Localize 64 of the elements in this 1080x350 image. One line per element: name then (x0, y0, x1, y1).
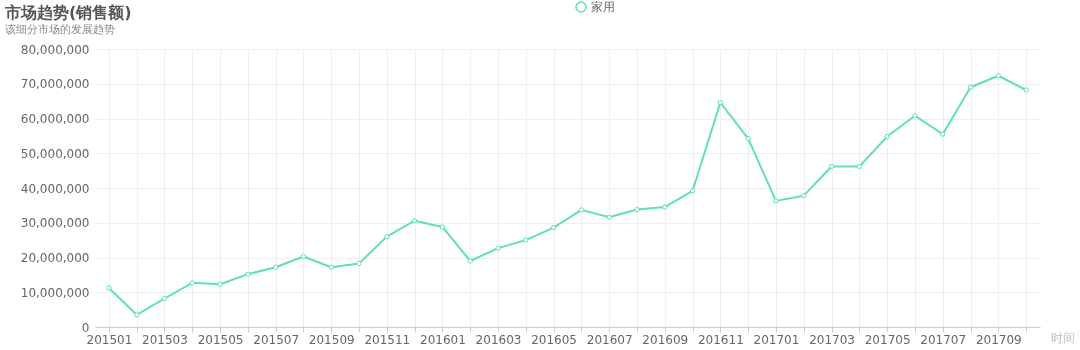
x-tick-label: 201503 (142, 332, 188, 347)
point (106, 285, 112, 291)
point (940, 131, 946, 137)
point (578, 207, 585, 213)
point (550, 225, 557, 231)
point (245, 271, 251, 277)
x-tick-label: 201505 (197, 332, 244, 347)
y-tick-label: 60,000,000 (20, 112, 90, 126)
legend-label: 家用 (591, 0, 615, 14)
point (189, 280, 195, 286)
point (1023, 87, 1029, 93)
y-tick-label: 0 (81, 320, 90, 335)
y-tick-label: 80,000,000 (20, 42, 90, 57)
point (439, 224, 446, 230)
x-tick-label: 201611 (697, 332, 744, 347)
point (884, 133, 890, 140)
x-tick-label: 201703 (809, 332, 855, 347)
y-tick-label: 70,000,000 (20, 77, 90, 92)
chart-subtitle: 该细分市场的发展趋势 (5, 23, 115, 36)
y-tick-label: 40,000,000 (20, 181, 90, 196)
x-tick-label: 201707 (920, 332, 967, 347)
point (995, 73, 1001, 79)
x-tick-label: 201609 (642, 332, 689, 347)
point (495, 245, 501, 251)
point (467, 258, 473, 264)
x-tick-label: 201709 (975, 332, 1022, 347)
point (773, 198, 779, 204)
x-tick-label: 201701 (753, 332, 800, 347)
point (967, 84, 974, 90)
point (606, 214, 612, 220)
point (412, 218, 418, 224)
point (300, 253, 307, 260)
chart-title: 市场趋势(销售额) (4, 3, 132, 22)
x-tick-label: 201705 (864, 332, 911, 347)
x-tick-label: 201501 (86, 332, 133, 347)
y-tick-label: 20,000,000 (20, 251, 90, 265)
y-tick-label: 50,000,000 (20, 146, 90, 161)
point (384, 234, 390, 240)
point (523, 237, 529, 243)
point (161, 295, 168, 302)
x-tick-label: 201605 (531, 332, 578, 347)
point (828, 163, 835, 170)
point (745, 136, 751, 142)
point (662, 204, 668, 210)
x-tick-label: 201603 (475, 332, 522, 347)
x-tick-label: 201601 (420, 332, 466, 347)
point (356, 260, 362, 267)
x-tick-label: 201507 (253, 332, 300, 347)
point (717, 99, 723, 106)
point (328, 264, 334, 270)
y-tick-label: 10,000,000 (20, 285, 90, 300)
point (217, 281, 223, 287)
y-tick-label: 30,000,000 (20, 216, 90, 231)
point (689, 188, 696, 194)
point (856, 163, 862, 170)
point (134, 312, 140, 318)
x-tick-label: 201509 (308, 332, 355, 347)
point (273, 264, 279, 270)
x-axis-title: 时间 (1050, 330, 1075, 345)
point (801, 193, 807, 199)
point (634, 206, 640, 213)
x-tick-label: 201607 (586, 332, 633, 347)
x-tick-label: 201511 (364, 332, 411, 347)
point (912, 113, 918, 119)
